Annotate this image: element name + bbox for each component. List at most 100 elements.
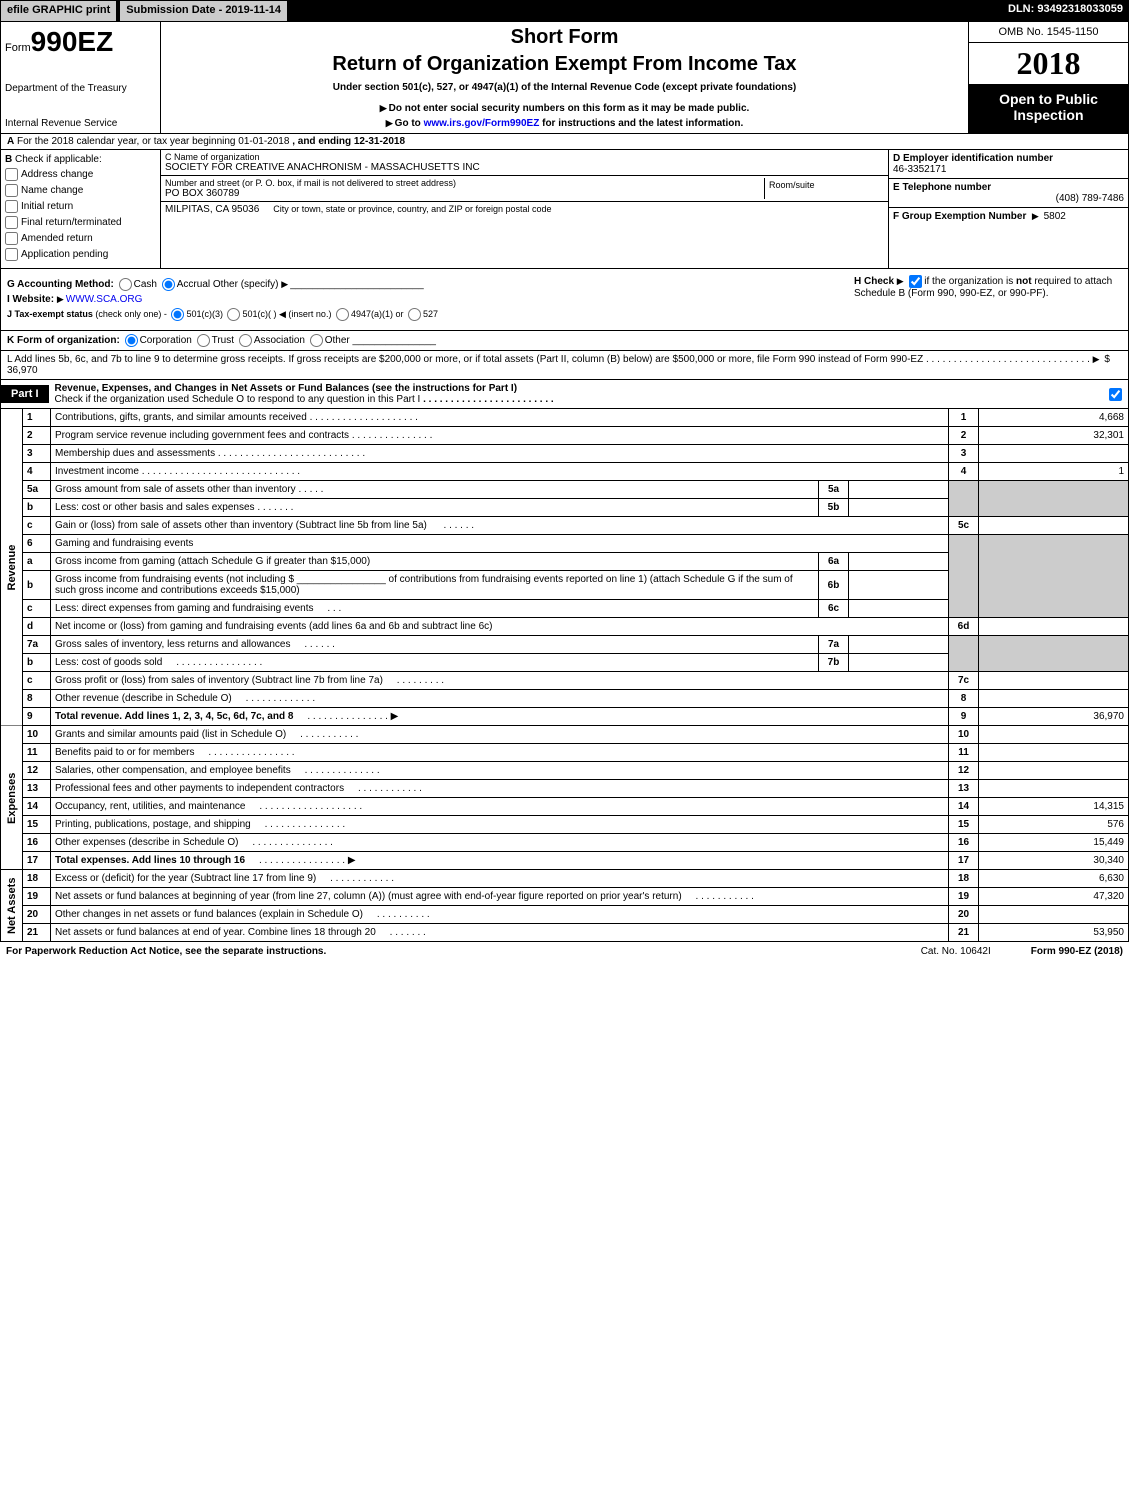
row-num: 21 [23,924,51,942]
row-rn: 20 [949,906,979,924]
row-desc: Less: direct expenses from gaming and fu… [51,600,819,618]
row-rv: 30,340 [979,852,1129,870]
section-b: B Check if applicable: Address change Na… [0,150,1129,269]
footer-right: Form 990-EZ (2018) [1031,946,1123,957]
org-name: SOCIETY FOR CREATIVE ANACHRONISM - MASSA… [165,162,884,173]
part1-check-text: Check if the organization used Schedule … [55,394,421,405]
row-rn: 18 [949,870,979,888]
row-mn: 6a [819,553,849,571]
city-val: MILPITAS, CA 95036 [165,204,259,215]
radio-corporation[interactable] [125,334,138,347]
radio-cash[interactable] [119,278,132,291]
row-desc: Net income or (loss) from gaming and fun… [51,618,949,636]
check-amended-return[interactable]: Amended return [5,232,156,245]
row-desc: Net assets or fund balances at end of ye… [51,924,949,942]
row-desc: Program service revenue including govern… [51,427,949,445]
city-label: City or town, state or province, country… [273,204,551,214]
row-rn: 7c [949,672,979,690]
radio-501c[interactable] [227,308,240,321]
part1-title: Revenue, Expenses, and Changes in Net As… [55,383,518,394]
row-rn: 17 [949,852,979,870]
check-final-return[interactable]: Final return/terminated [5,216,156,229]
check-address-change[interactable]: Address change [5,168,156,181]
row-num: 20 [23,906,51,924]
row-rv: 6,630 [979,870,1129,888]
shaded-cell [949,636,979,672]
row-desc: Occupancy, rent, utilities, and maintena… [51,798,949,816]
row-rv [979,618,1129,636]
goto-link[interactable]: www.irs.gov/Form990EZ [424,118,540,129]
row-mv [849,553,949,571]
row-rv [979,672,1129,690]
row-rv: 1 [979,463,1129,481]
row-rn: 8 [949,690,979,708]
submission-date: Submission Date - 2019-11-14 [119,0,288,22]
radio-other-org[interactable] [310,334,323,347]
radio-accrual[interactable] [162,278,175,291]
b-center: C Name of organization SOCIETY FOR CREAT… [161,150,888,268]
row-rn: 21 [949,924,979,942]
row-num: 5a [23,481,51,499]
check-schedule-o[interactable] [1109,388,1122,401]
radio-association[interactable] [239,334,252,347]
row-rv: 15,449 [979,834,1129,852]
row-rn: 1 [949,409,979,427]
radio-4947[interactable] [336,308,349,321]
under-section: Under section 501(c), 527, or 4947(a)(1)… [165,82,964,93]
form-prefix: Form [5,42,31,54]
row-desc: Grants and similar amounts paid (list in… [51,726,949,744]
line-k: K Form of organization: Corporation Trus… [0,331,1129,351]
check-h[interactable] [909,275,922,288]
row-num: 4 [23,463,51,481]
line-a: A For the 2018 calendar year, or tax yea… [0,134,1129,150]
row-desc: Gross income from gaming (attach Schedul… [51,553,819,571]
radio-501c3[interactable] [171,308,184,321]
row-desc: Other changes in net assets or fund bala… [51,906,949,924]
check-name-change[interactable]: Name change [5,184,156,197]
efile-print-button[interactable]: efile GRAPHIC print [0,0,117,22]
row-desc: Net assets or fund balances at beginning… [51,888,949,906]
website-link[interactable]: WWW.SCA.ORG [66,294,143,305]
row-mv [849,571,949,600]
row-desc: Less: cost or other basis and sales expe… [51,499,819,517]
k-label: K Form of organization: [7,335,120,346]
dln-label: DLN: 93492318033059 [1002,0,1129,22]
line-a-label: For the 2018 calendar year, or tax year … [17,136,289,147]
group-exemption-val: 5802 [1044,211,1066,222]
row-desc: Less: cost of goods sold . . . . . . . .… [51,654,819,672]
check-initial-return[interactable]: Initial return [5,200,156,213]
street-val: PO BOX 360789 [165,188,764,199]
gh-right: H Check if the organization is not requi… [848,269,1128,330]
row-rv [979,726,1129,744]
radio-trust[interactable] [197,334,210,347]
row-rn: 10 [949,726,979,744]
row-num: 7a [23,636,51,654]
top-bar: efile GRAPHIC print Submission Date - 20… [0,0,1129,22]
row-num: c [23,517,51,535]
row-mn: 7a [819,636,849,654]
check-application-pending[interactable]: Application pending [5,248,156,261]
row-mv [849,499,949,517]
radio-527[interactable] [408,308,421,321]
row-mn: 6b [819,571,849,600]
form-number: Form990EZ [5,26,156,58]
row-desc: Gross sales of inventory, less returns a… [51,636,819,654]
tax-year: 2018 [969,43,1128,85]
h-label: H Check [854,276,894,287]
row-rv: 53,950 [979,924,1129,942]
j-label: J Tax-exempt status [7,309,93,319]
row-desc: Gross income from fundraising events (no… [51,571,819,600]
revenue-label: Revenue [1,409,23,726]
row-rv: 14,315 [979,798,1129,816]
row-num: 19 [23,888,51,906]
shaded-cell [949,535,979,618]
open-to-public: Open to Public Inspection [969,85,1128,133]
row-mn: 5b [819,499,849,517]
row-rn: 19 [949,888,979,906]
netassets-label: Net Assets [1,870,23,942]
row-num: c [23,600,51,618]
row-desc: Other expenses (describe in Schedule O) … [51,834,949,852]
lines-table: Revenue 1 Contributions, gifts, grants, … [0,409,1129,942]
row-rn: 4 [949,463,979,481]
form-header: Form990EZ Department of the Treasury Int… [0,22,1129,134]
